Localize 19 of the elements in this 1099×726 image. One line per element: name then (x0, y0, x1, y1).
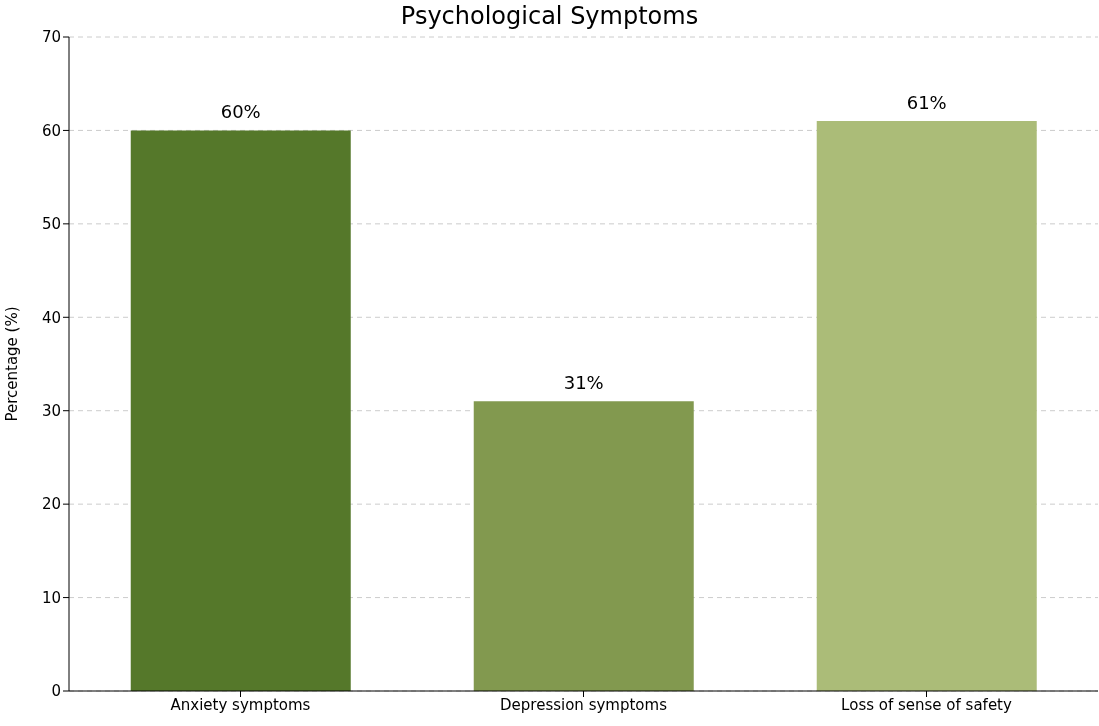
bar (816, 121, 1037, 691)
data-label: 31% (563, 372, 604, 394)
chart-title: Psychological Symptoms (399, 2, 700, 30)
bar (130, 130, 351, 691)
data-label: 61% (906, 92, 947, 114)
y-tick-label: 30 (41, 402, 61, 421)
y-tick-label: 10 (41, 588, 61, 607)
y-tick-label: 60 (41, 121, 61, 140)
x-tick-label: Anxiety symptoms (170, 695, 311, 714)
bar (473, 401, 694, 691)
y-axis-title: Percentage (%) (3, 306, 22, 422)
y-tick-label: 40 (41, 308, 61, 327)
y-tick-label: 0 (51, 682, 61, 701)
data-label: 60% (220, 101, 261, 123)
y-tick-label: 50 (41, 215, 61, 234)
y-tick-label: 20 (41, 495, 61, 514)
x-tick-label: Loss of sense of safety (841, 695, 1012, 714)
y-tick-label: 70 (41, 28, 61, 47)
x-tick-label: Depression symptoms (500, 695, 668, 714)
